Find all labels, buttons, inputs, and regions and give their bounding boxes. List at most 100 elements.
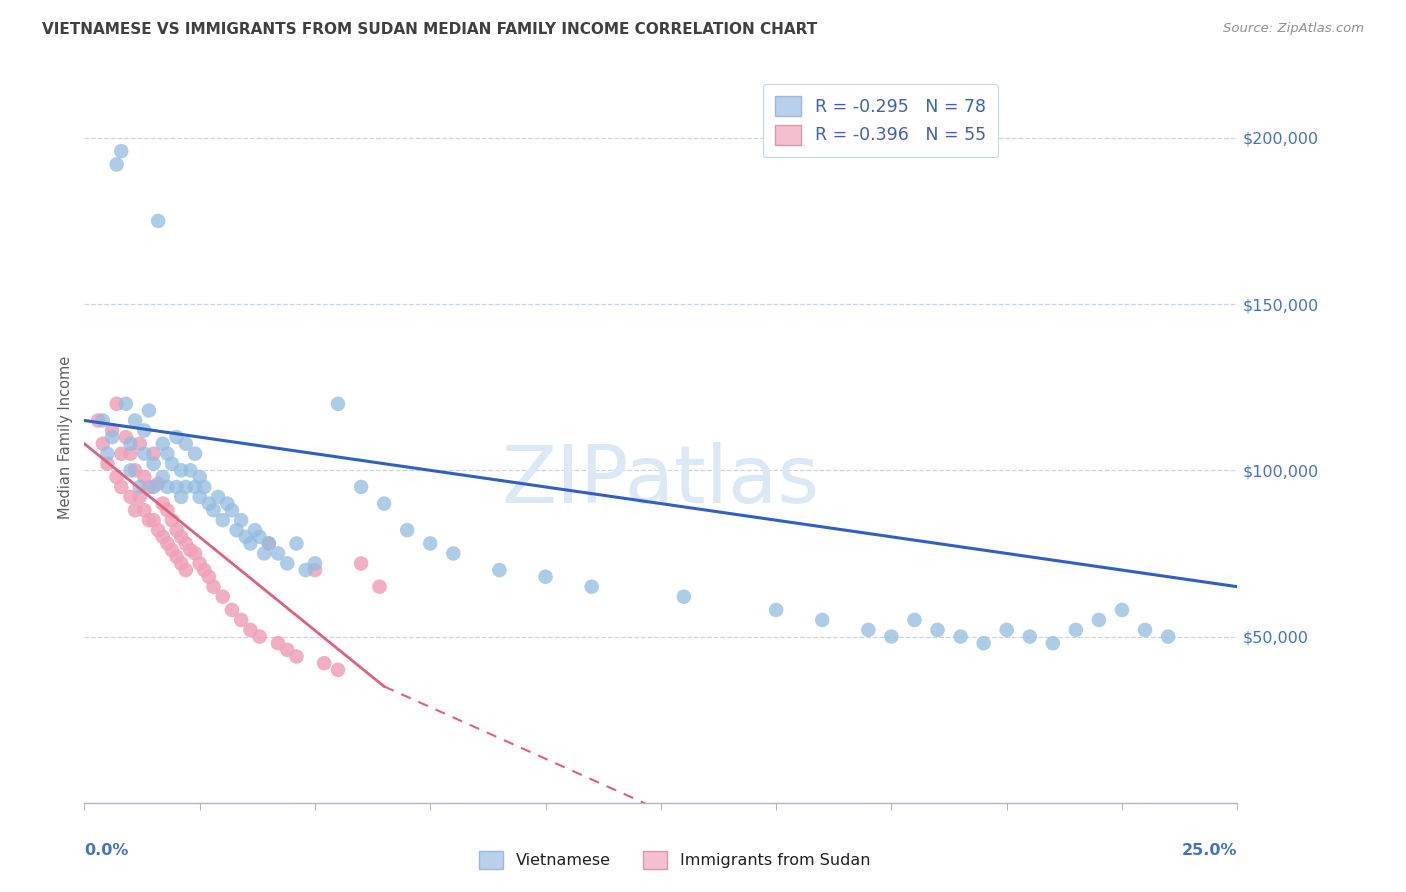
- Point: [134, 470, 156, 484]
- Point: [285, 536, 308, 550]
- Point: [373, 497, 395, 511]
- Point: [326, 663, 349, 677]
- Point: [146, 523, 169, 537]
- Point: [285, 649, 308, 664]
- Point: [96, 447, 118, 461]
- Point: [142, 480, 165, 494]
- Point: [142, 513, 165, 527]
- Point: [156, 447, 179, 461]
- Point: [211, 513, 233, 527]
- Point: [115, 430, 138, 444]
- Point: [174, 563, 197, 577]
- Point: [231, 613, 253, 627]
- Text: 25.0%: 25.0%: [1182, 843, 1237, 858]
- Point: [217, 497, 239, 511]
- Point: [927, 623, 949, 637]
- Point: [858, 623, 880, 637]
- Point: [166, 430, 188, 444]
- Point: [304, 563, 326, 577]
- Y-axis label: Median Family Income: Median Family Income: [58, 355, 73, 519]
- Point: [142, 447, 165, 461]
- Point: [184, 546, 207, 560]
- Point: [314, 656, 336, 670]
- Point: [243, 523, 266, 537]
- Text: ZIPatlas: ZIPatlas: [502, 442, 820, 520]
- Point: [156, 536, 179, 550]
- Point: [488, 563, 510, 577]
- Point: [179, 463, 201, 477]
- Point: [202, 580, 225, 594]
- Point: [134, 424, 156, 438]
- Point: [128, 480, 150, 494]
- Point: [120, 436, 142, 450]
- Point: [225, 523, 247, 537]
- Point: [304, 557, 326, 571]
- Point: [267, 636, 290, 650]
- Point: [138, 480, 160, 494]
- Point: [170, 490, 193, 504]
- Point: [239, 623, 262, 637]
- Point: [105, 470, 128, 484]
- Point: [146, 214, 169, 228]
- Point: [534, 570, 557, 584]
- Point: [128, 490, 150, 504]
- Point: [184, 480, 207, 494]
- Point: [253, 546, 276, 560]
- Point: [115, 397, 138, 411]
- Point: [124, 463, 146, 477]
- Point: [188, 557, 211, 571]
- Point: [995, 623, 1018, 637]
- Point: [235, 530, 257, 544]
- Point: [419, 536, 441, 550]
- Point: [198, 570, 221, 584]
- Point: [765, 603, 787, 617]
- Point: [672, 590, 695, 604]
- Point: [221, 603, 243, 617]
- Legend: Vietnamese, Immigrants from Sudan: Vietnamese, Immigrants from Sudan: [472, 845, 877, 875]
- Point: [581, 580, 603, 594]
- Point: [949, 630, 972, 644]
- Point: [221, 503, 243, 517]
- Point: [231, 513, 253, 527]
- Point: [811, 613, 834, 627]
- Text: Source: ZipAtlas.com: Source: ZipAtlas.com: [1223, 22, 1364, 36]
- Point: [105, 157, 128, 171]
- Point: [193, 563, 215, 577]
- Point: [166, 480, 188, 494]
- Point: [124, 503, 146, 517]
- Point: [1064, 623, 1087, 637]
- Point: [350, 557, 373, 571]
- Point: [160, 457, 183, 471]
- Point: [152, 530, 174, 544]
- Point: [1042, 636, 1064, 650]
- Point: [174, 436, 197, 450]
- Point: [973, 636, 995, 650]
- Point: [105, 397, 128, 411]
- Point: [174, 536, 197, 550]
- Point: [249, 630, 271, 644]
- Point: [267, 546, 290, 560]
- Text: VIETNAMESE VS IMMIGRANTS FROM SUDAN MEDIAN FAMILY INCOME CORRELATION CHART: VIETNAMESE VS IMMIGRANTS FROM SUDAN MEDI…: [42, 22, 817, 37]
- Point: [350, 480, 373, 494]
- Point: [1088, 613, 1111, 627]
- Point: [188, 490, 211, 504]
- Point: [128, 436, 150, 450]
- Point: [160, 543, 183, 558]
- Legend: R = -0.295   N = 78, R = -0.396   N = 55: R = -0.295 N = 78, R = -0.396 N = 55: [762, 84, 998, 157]
- Point: [134, 503, 156, 517]
- Point: [1018, 630, 1040, 644]
- Point: [903, 613, 925, 627]
- Point: [368, 580, 391, 594]
- Point: [142, 457, 165, 471]
- Point: [326, 397, 349, 411]
- Point: [184, 447, 207, 461]
- Point: [257, 536, 280, 550]
- Point: [110, 447, 132, 461]
- Point: [179, 543, 201, 558]
- Point: [110, 480, 132, 494]
- Point: [166, 523, 188, 537]
- Point: [207, 490, 229, 504]
- Point: [120, 463, 142, 477]
- Point: [91, 413, 114, 427]
- Point: [124, 413, 146, 427]
